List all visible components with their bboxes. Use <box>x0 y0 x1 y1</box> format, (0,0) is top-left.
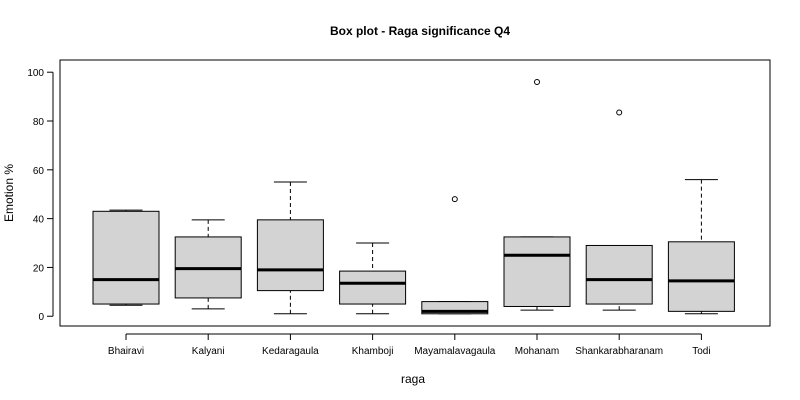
box-khamboji <box>339 242 407 315</box>
y-tick-label: 20 <box>33 263 45 274</box>
box-iqr <box>667 241 735 312</box>
box-iqr <box>503 236 571 307</box>
chart-title: Box plot - Raga significance Q4 <box>330 24 510 38</box>
y-axis: 0 20 40 60 80 100 <box>27 68 54 323</box>
box-iqr <box>339 270 407 305</box>
outlier-point <box>534 78 540 85</box>
y-tick-label: 80 <box>33 117 45 128</box>
x-tick-label: Khamboji <box>352 346 394 357</box>
box-iqr <box>585 244 653 305</box>
x-axis-label: raga <box>401 372 425 386</box>
box-kedaragaula <box>256 181 324 315</box>
x-tick-label: Mayamalavagaula <box>414 346 496 357</box>
box-mohanam <box>503 78 571 311</box>
y-axis-label: Emotion % <box>2 164 16 222</box>
x-tick-label: Mohanam <box>515 346 559 357</box>
boxes-layer <box>92 78 735 315</box>
box-todi <box>667 179 735 315</box>
outlier-point <box>616 109 623 116</box>
x-tick-label: Shankarabharanam <box>575 346 663 357</box>
x-tick-label: Todi <box>692 346 710 357</box>
box-iqr <box>256 219 324 292</box>
box-bhairavi <box>92 209 160 306</box>
box-mayamalavagaula <box>421 196 489 315</box>
box-shankarabharanam <box>585 109 653 311</box>
box-iqr <box>92 210 160 305</box>
plot-frame <box>59 59 771 327</box>
box-kalyani <box>174 219 242 310</box>
x-tick-label: Kedaragaula <box>262 346 319 357</box>
x-tick-label: Bhairavi <box>108 346 144 357</box>
x-axis: Bhairavi Kalyani Kedaragaula Khamboji Mayama… <box>108 333 711 357</box>
outlier-point <box>451 196 458 203</box>
x-tick-label: Kalyani <box>192 346 225 357</box>
y-tick-label: 100 <box>27 68 44 79</box>
y-tick-label: 40 <box>33 215 45 226</box>
y-tick-label: 60 <box>33 166 45 177</box>
y-tick-label: 0 <box>38 312 44 323</box>
